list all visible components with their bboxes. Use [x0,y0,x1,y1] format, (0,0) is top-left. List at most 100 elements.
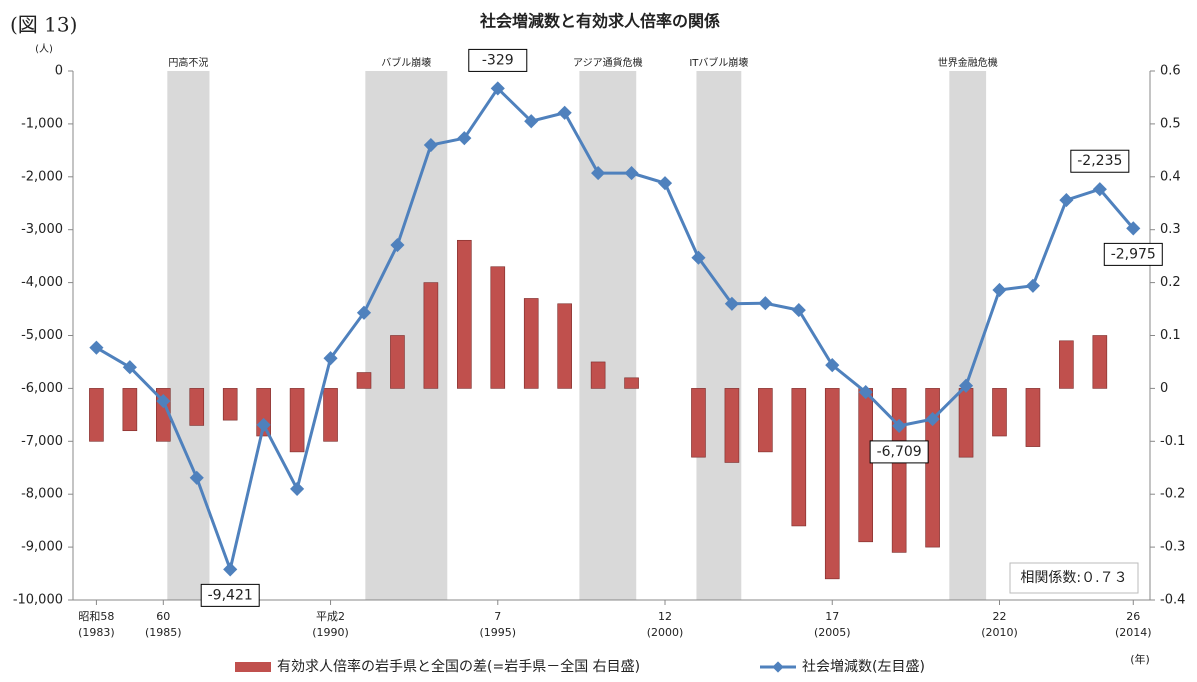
y2-tick-label: 0 [1160,381,1168,396]
point [892,418,907,433]
value-label-box [1103,242,1163,266]
y-tick-label: -2,000 [21,169,63,184]
shaded-period [167,71,210,600]
point [390,237,405,253]
shaded-period [696,71,742,600]
point [423,137,438,153]
x-tick-label: 60 [156,610,170,623]
point [925,412,940,427]
point [1059,193,1074,208]
bar [490,266,506,389]
point [290,481,305,496]
y-tick-label: -8,000 [21,487,63,502]
point [1025,278,1041,293]
bar [457,239,472,389]
value-label-box [200,583,260,607]
bar [1025,388,1041,447]
point [524,114,539,129]
bar [1059,340,1074,389]
y2-tick-label: -0.2 [1160,487,1185,502]
x-tick-sublabel: (1990) [312,626,349,639]
value-label-box [1070,149,1130,173]
x-tick-sublabel: (1983) [78,626,115,639]
y-tick-label: -9,000 [21,540,63,555]
bar [289,388,305,453]
x-tick-label: 22 [992,610,1006,623]
bar [189,388,205,426]
bar [523,298,539,389]
point [758,296,773,311]
point [490,81,505,96]
y2-tick-label: 0.1 [1160,328,1181,343]
x-tick-sublabel: (2010) [981,626,1018,639]
y2-tick-label: 0.3 [1160,222,1181,237]
point [591,166,606,181]
x-tick-sublabel: (2005) [814,626,851,639]
point [156,394,171,409]
point [89,340,104,355]
point [223,562,238,577]
shaded-period-label: 世界金融危機 [938,56,998,69]
bar [791,388,807,527]
bar [758,388,773,453]
bar [958,388,974,458]
y-tick-label: -3,000 [21,222,63,237]
shaded-period-label: バブル崩壊 [381,56,431,69]
value-label: -329 [482,52,514,68]
bar [89,388,104,442]
point [557,105,572,120]
bar [222,388,238,421]
y2-tick-label: 0.2 [1160,275,1181,290]
legend-label: 社会増減数(左目盛) [802,658,925,675]
x-tick-label: 7 [494,610,501,623]
bar [557,303,572,389]
shaded-period-label: ITバブル崩壊 [689,56,748,69]
point [992,282,1007,298]
shaded-period [949,71,987,600]
y2-tick-label: 0.4 [1160,169,1181,184]
x-unit: (年) [1130,652,1150,666]
legend-swatch [772,661,784,673]
x-tick-sublabel: (1995) [479,626,516,639]
legend-swatch [235,662,271,672]
y2-tick-label: 0.6 [1160,64,1181,79]
x-tick-label: 17 [825,610,839,623]
value-label-box [869,440,929,464]
shaded-period [579,71,637,600]
y-unit: (人) [35,43,53,55]
annotation: 相関係数:０.７３ [1020,570,1127,586]
bar [423,282,439,389]
value-label: -2,975 [1111,246,1156,262]
bar [891,388,907,553]
y-tick-label: 0 [55,64,63,79]
y-tick-label: -6,000 [21,381,63,396]
point [825,358,840,373]
x-tick-sublabel: (1985) [145,626,182,639]
point [724,296,739,311]
legend-label: 有効求人倍率の岩手県と全国の差(=岩手県－全国 右目盛) [277,658,640,675]
bar [323,388,338,442]
figure-label: (図 13) [10,13,77,37]
bar [925,388,940,548]
bar [590,361,606,389]
shaded-period-label: 円高不況 [168,56,208,69]
bar [724,388,740,463]
point [657,176,673,191]
y-tick-label: -10,000 [13,593,63,608]
y-tick-label: -1,000 [21,116,63,131]
bar [122,388,138,432]
x-tick-sublabel: (2014) [1115,626,1152,639]
point [1092,182,1107,197]
point [958,378,974,393]
y2-tick-label: -0.4 [1160,593,1185,608]
chart-title: 社会増減数と有効求人倍率の関係 [479,12,720,31]
point [1126,221,1141,236]
value-label: -2,235 [1077,153,1122,169]
y2-tick-label: -0.1 [1160,434,1185,449]
point [858,385,873,400]
bar [624,377,639,389]
x-tick-sublabel: (2000) [647,626,684,639]
bar [1092,335,1108,389]
y-tick-label: -4,000 [21,275,63,290]
